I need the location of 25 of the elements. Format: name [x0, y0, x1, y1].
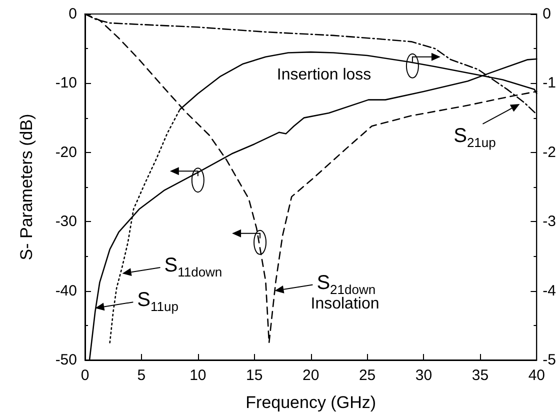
x-tick-label: 15 — [246, 367, 263, 384]
y2-tick-label: -3 — [542, 213, 556, 230]
y-tick-label: -10 — [55, 74, 77, 92]
x-tick-label: 5 — [137, 367, 146, 384]
x-tick-label: 10 — [190, 367, 206, 384]
y2-tick-label: -4 — [542, 282, 556, 300]
x-tick-label: 25 — [358, 367, 376, 384]
y2-tick-label: 0 — [542, 6, 552, 22]
x-tick-label: 20 — [302, 367, 320, 384]
y-tick-label: -20 — [55, 144, 77, 161]
x-tick-label: 40 — [528, 367, 546, 384]
y2-tick-label: -1 — [542, 74, 556, 92]
y-axis-title: S- Parameters (dB) — [17, 114, 36, 260]
y-tick-label: -40 — [55, 282, 77, 300]
y-tick-label: 0 — [68, 6, 77, 22]
annotation: Insolation — [310, 296, 380, 312]
x-tick-label: 0 — [80, 367, 90, 384]
y2-tick-label: -2 — [542, 144, 556, 161]
x-tick-label: 30 — [415, 367, 432, 384]
x-tick-label: 35 — [472, 367, 489, 384]
annotation: Insertion loss — [276, 66, 372, 84]
y-tick-label: -30 — [55, 213, 77, 230]
x-axis-title: Frequency (GHz) — [246, 393, 376, 412]
y-tick-label: -50 — [55, 352, 77, 368]
y2-tick-label: -5 — [542, 352, 556, 368]
